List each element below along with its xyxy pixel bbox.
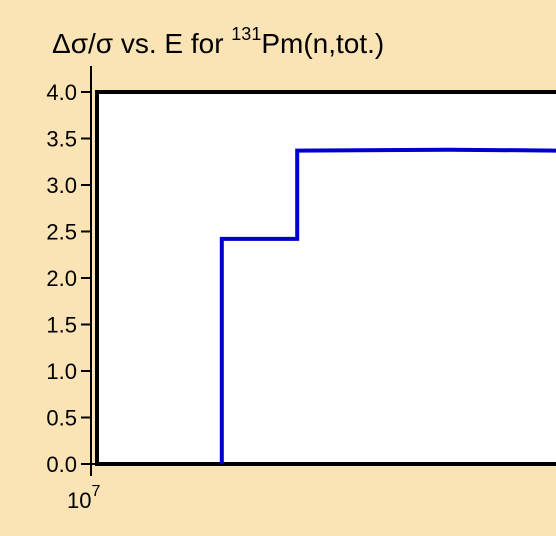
series-layer	[219, 147, 556, 464]
y-tick-label: 3.0	[46, 173, 77, 198]
x-tick-label-exponent: 7	[91, 483, 100, 500]
y-tick-label: 2.5	[46, 220, 77, 245]
y-tick-label: 0.0	[46, 452, 77, 477]
y-tick-label: 0.5	[46, 406, 77, 431]
y-tick-label: 2.0	[46, 266, 77, 291]
chart-title-suffix: Pm(n,tot.)	[261, 28, 384, 59]
series-line-0	[219, 147, 556, 464]
y-tick-label: 4.0	[46, 80, 77, 105]
chart-title-prefix: Δσ/σ vs. E for	[52, 28, 231, 59]
x-tick-label: 107	[67, 483, 100, 513]
x-axis: 107	[67, 463, 556, 513]
chart-title-superscript: 131	[231, 24, 261, 44]
y-tick-label: 3.5	[46, 127, 77, 152]
y-tick-label: 1.0	[46, 359, 77, 384]
y-tick-label: 1.5	[46, 313, 77, 338]
chart-title: Δσ/σ vs. E for 131Pm(n,tot.)	[52, 24, 384, 59]
plot-area	[95, 90, 556, 466]
x-tick-label-base: 10	[67, 488, 91, 513]
y-axis: 4.0 3.5 3.0 2.5 2.0 1.5 1.0 0.5 0.0	[46, 66, 92, 477]
